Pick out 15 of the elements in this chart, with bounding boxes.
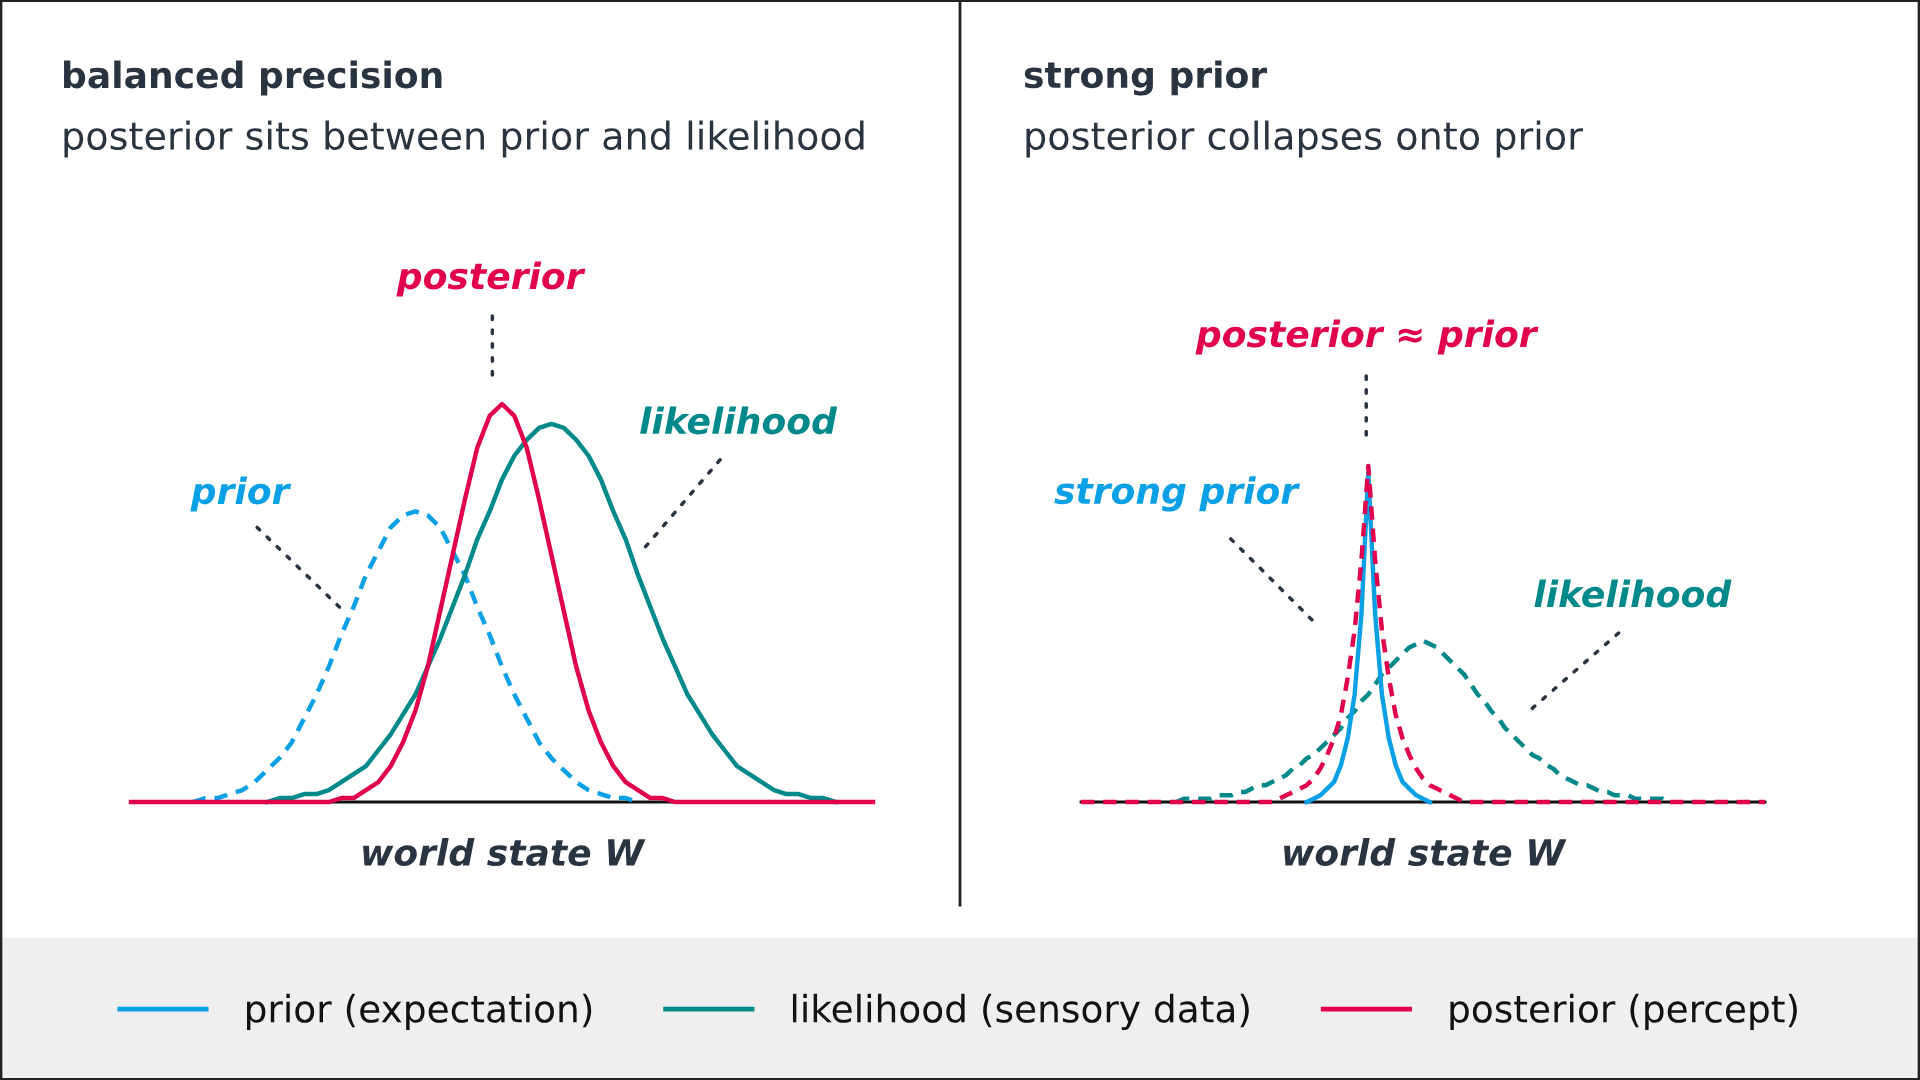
chart-subtitle: posterior sits between prior and likelihood <box>64 120 864 158</box>
x-axis-title: world state W <box>363 838 646 867</box>
text: posterior <box>396 261 586 297</box>
annotation: prior <box>190 476 292 512</box>
chart-subtitle: posterior collapses onto prior <box>1026 120 1583 158</box>
chart-title: strong prior <box>1024 60 1268 96</box>
annotation: likelihood <box>640 406 838 435</box>
legend-label: prior (expectation) <box>247 993 592 1031</box>
annotation: strong prior <box>1054 476 1301 512</box>
x-axis-title: world state W <box>1284 838 1567 867</box>
text: posterior ≈ prior <box>1195 319 1539 355</box>
legend-label: likelihood (sensory data) <box>792 993 1249 1031</box>
legend-label: posterior (percept) <box>1450 993 1797 1031</box>
chart-title: balanced precision <box>64 60 442 96</box>
annotation: likelihood <box>1534 579 1732 608</box>
